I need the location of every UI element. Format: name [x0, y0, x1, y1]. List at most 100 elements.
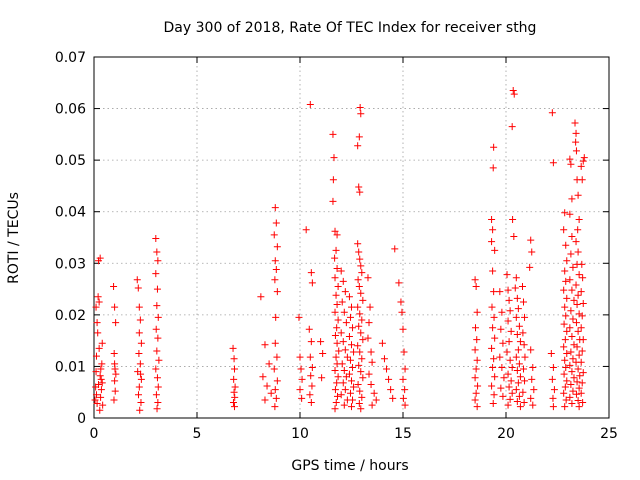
data-point [572, 319, 580, 327]
data-point [521, 353, 529, 361]
data-point [567, 307, 575, 315]
data-point [350, 383, 358, 391]
data-point [527, 236, 535, 244]
data-point [488, 344, 496, 352]
data-point [339, 379, 347, 387]
data-point [378, 339, 386, 347]
data-point [96, 254, 104, 262]
data-point [231, 393, 239, 401]
data-point [472, 389, 480, 397]
data-point [566, 155, 574, 163]
data-point [92, 352, 100, 360]
data-point [318, 374, 326, 382]
data-point [332, 353, 340, 361]
data-point [567, 380, 575, 388]
data-point [345, 333, 353, 341]
data-point [153, 374, 161, 382]
data-point [488, 215, 496, 223]
data-point [92, 391, 100, 399]
data-point [519, 388, 527, 396]
data-point [333, 231, 341, 239]
data-point [271, 403, 279, 411]
data-point [137, 375, 145, 383]
data-point [152, 270, 160, 278]
data-point [574, 396, 582, 404]
data-point [508, 389, 516, 397]
data-point [95, 380, 103, 388]
data-point [383, 365, 391, 373]
data-point [568, 400, 576, 408]
data-point [474, 382, 482, 390]
data-point [355, 183, 363, 191]
data-point [333, 324, 341, 332]
data-point [549, 394, 557, 402]
data-point [507, 377, 515, 385]
data-point [399, 325, 407, 333]
data-point [229, 344, 237, 352]
data-point [499, 339, 507, 347]
data-point [350, 348, 358, 356]
data-point [230, 375, 238, 383]
data-point [272, 265, 280, 273]
data-point [490, 313, 498, 321]
data-point [568, 195, 576, 203]
data-point [568, 232, 576, 240]
data-point [348, 303, 355, 311]
data-point [566, 276, 574, 284]
data-point [505, 296, 513, 304]
data-point [153, 248, 161, 256]
data-point [490, 143, 498, 151]
data-point [341, 288, 349, 296]
data-point [520, 341, 528, 349]
data-point [490, 288, 498, 296]
data-point [578, 176, 586, 184]
data-point [346, 313, 354, 321]
data-point [272, 313, 280, 321]
data-point [568, 286, 576, 294]
data-point [93, 400, 101, 408]
data-point [520, 365, 528, 373]
data-point [273, 353, 281, 361]
data-point [574, 248, 582, 256]
x-axis-label: GPS time / hours [291, 458, 408, 474]
data-point [497, 384, 505, 392]
data-point [575, 384, 583, 392]
data-point [519, 329, 527, 337]
data-point [231, 383, 239, 391]
x-tick-label: 5 [193, 426, 202, 442]
data-point [506, 356, 514, 364]
data-point [528, 375, 536, 383]
data-point [473, 308, 481, 316]
data-point [154, 334, 162, 342]
data-point [331, 227, 339, 235]
data-point [349, 396, 357, 404]
data-point [505, 338, 513, 346]
data-point [490, 355, 498, 363]
data-point [355, 248, 363, 256]
data-point [577, 358, 585, 366]
data-point [359, 336, 367, 344]
data-point [355, 282, 363, 290]
data-point [152, 391, 160, 399]
data-point [230, 355, 238, 363]
data-point [391, 245, 399, 253]
data-point [563, 257, 571, 265]
data-point [578, 312, 586, 320]
data-point [354, 342, 362, 350]
data-point [319, 350, 327, 358]
data-point [92, 303, 100, 311]
data-point [572, 129, 580, 137]
data-point [572, 238, 580, 246]
data-point [561, 403, 569, 411]
data-point [94, 329, 102, 337]
data-point [488, 303, 496, 311]
data-point [306, 353, 314, 361]
data-point [513, 367, 521, 375]
data-point [368, 401, 376, 409]
data-point [346, 356, 354, 364]
data-point [341, 346, 349, 354]
data-point [97, 393, 105, 401]
data-point [401, 365, 409, 373]
data-point [572, 281, 580, 289]
data-point [340, 308, 348, 316]
